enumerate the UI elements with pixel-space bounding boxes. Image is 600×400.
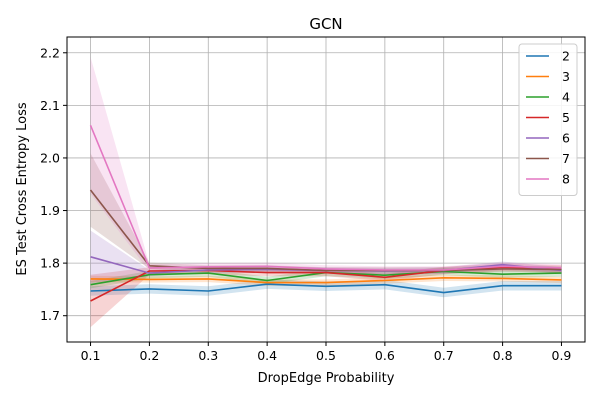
axis-ticks: 0.1 0.2 0.3 0.4 0.5 0.6 0.7 0.8 0.9 1.7 1.8 1.9 2.0 2… [40,45,571,363]
series-2-line [90,283,562,294]
y-axis-label: ES Test Cross Entropy Loss [15,102,30,275]
x-tick-label: 0.2 [139,348,159,363]
y-tick-label: 2.2 [40,45,60,60]
series-8-band [90,57,562,274]
legend-label-8: 8 [562,172,570,187]
x-tick-label: 0.9 [552,348,572,363]
y-tick-label: 2.1 [40,98,60,113]
x-tick-label: 0.4 [257,348,277,363]
legend-label-6: 6 [562,131,570,146]
y-tick-label: 2.0 [40,150,60,165]
series-3-line [90,276,562,284]
x-tick-label: 0.3 [198,348,218,363]
grid [67,37,585,342]
x-tick-label: 0.6 [375,348,395,363]
legend-label-3: 3 [562,69,570,84]
series-8-line [89,124,562,271]
legend-label-5: 5 [562,110,570,125]
x-tick-label: 0.1 [81,348,101,363]
legend-box [518,43,578,196]
x-tick-label: 0.7 [434,348,454,363]
x-tick-label: 0.5 [316,348,336,363]
y-tick-label: 1.9 [40,203,60,218]
legend-label-4: 4 [562,90,570,105]
x-axis-label: DropEdge Probability [258,371,395,386]
x-tick-label: 0.8 [493,348,513,363]
series-5-line [90,266,562,302]
legend-label-2: 2 [562,49,570,64]
chart-title: GCN [309,15,342,33]
y-tick-label: 1.7 [40,308,60,323]
legend: 2 3 4 5 6 7 8 [518,43,578,196]
series-lines [89,124,562,302]
y-tick-label: 1.8 [40,256,60,271]
legend-label-7: 7 [562,151,570,166]
series-7-line [89,189,562,272]
